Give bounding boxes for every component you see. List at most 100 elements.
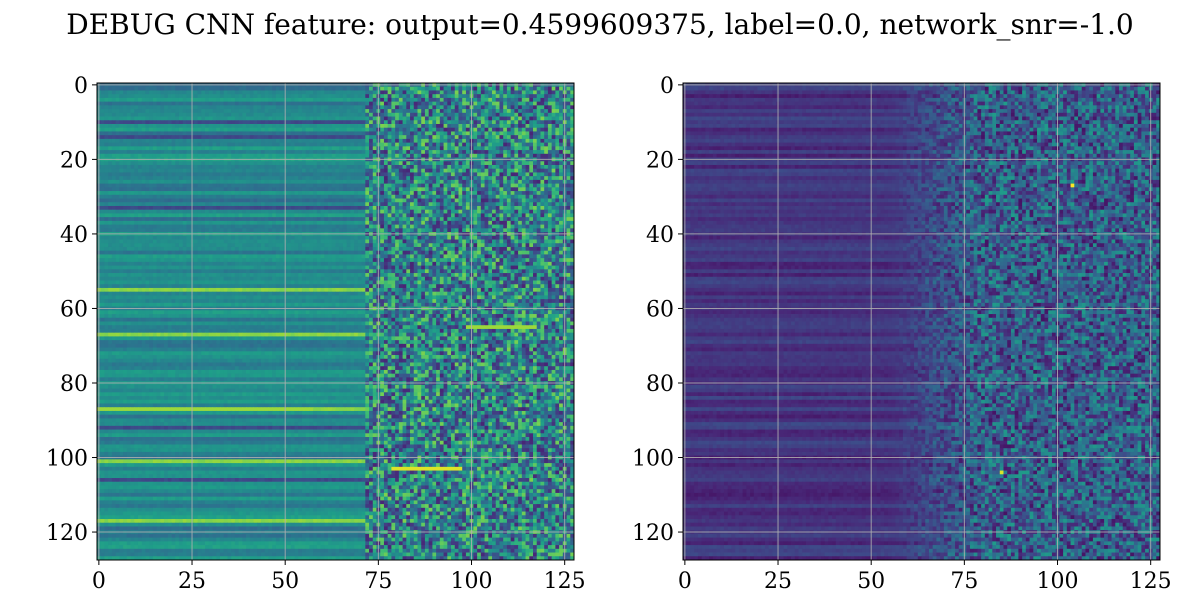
heatmap-cell (242, 120, 246, 124)
heatmap-cell (552, 87, 556, 91)
heatmap-cell (347, 128, 351, 132)
heatmap-cell (537, 154, 541, 158)
heatmap-cell (287, 109, 291, 113)
heatmap-cell (477, 131, 481, 135)
heatmap-cell (462, 172, 466, 176)
heatmap-cell (119, 135, 123, 139)
heatmap-cell (432, 135, 436, 139)
heatmap-cell (339, 94, 343, 98)
heatmap-cell (246, 105, 250, 109)
heatmap-cell (354, 187, 358, 191)
heatmap-cell (205, 120, 209, 124)
heatmap-cell (499, 128, 503, 132)
heatmap-cell (518, 131, 522, 135)
heatmap-cell (172, 135, 176, 139)
heatmap-cell (201, 187, 205, 191)
heatmap-cell (429, 172, 433, 176)
heatmap-cell (410, 102, 414, 106)
heatmap-cell (429, 180, 433, 184)
heatmap-cell (414, 154, 418, 158)
heatmap-cell (324, 124, 328, 128)
heatmap-cell (511, 124, 515, 128)
heatmap-cell (205, 105, 209, 109)
heatmap-cell (417, 191, 421, 195)
heatmap-cell (417, 187, 421, 191)
heatmap-cell (298, 146, 302, 150)
heatmap-cell (347, 195, 351, 199)
heatmap-cell (503, 176, 507, 180)
heatmap-cell (395, 143, 399, 147)
heatmap-cell (168, 117, 172, 121)
heatmap-cell (526, 98, 530, 102)
heatmap-cell (149, 117, 153, 121)
heatmap-cell (477, 199, 481, 203)
heatmap-cell (350, 105, 354, 109)
heatmap-cell (149, 187, 153, 191)
heatmap-cell (444, 94, 448, 98)
heatmap-cell (425, 94, 429, 98)
heatmap-cell (242, 187, 246, 191)
heatmap-cell (104, 94, 108, 98)
heatmap-cell (134, 161, 138, 165)
heatmap-cell (350, 154, 354, 158)
heatmap-cell (350, 191, 354, 195)
heatmap-cell (410, 135, 414, 139)
heatmap-cell (432, 165, 436, 169)
heatmap-cell (477, 120, 481, 124)
heatmap-cell (227, 98, 231, 102)
heatmap-cell (481, 143, 485, 147)
heatmap-cell (384, 172, 388, 176)
heatmap-cell (168, 150, 172, 154)
heatmap-cell (145, 94, 149, 98)
heatmap-cell (410, 105, 414, 109)
heatmap-cell (257, 199, 261, 203)
heatmap-cell (373, 105, 377, 109)
heatmap-cell (220, 187, 224, 191)
heatmap-cell (455, 143, 459, 147)
heatmap-cell (391, 143, 395, 147)
heatmap-cell (533, 105, 537, 109)
heatmap-cell (328, 90, 332, 94)
heatmap-cell (149, 165, 153, 169)
heatmap-cell (555, 180, 559, 184)
heatmap-cell (388, 105, 392, 109)
heatmap-cell (522, 87, 526, 91)
heatmap-cell (391, 87, 395, 91)
heatmap-cell (518, 161, 522, 165)
heatmap-cell (227, 165, 231, 169)
heatmap-cell (395, 128, 399, 132)
heatmap-cell (168, 161, 172, 165)
heatmap-cell (276, 124, 280, 128)
heatmap-cell (328, 128, 332, 132)
heatmap-cell (157, 120, 161, 124)
heatmap-cell (451, 124, 455, 128)
heatmap-cell (108, 169, 112, 173)
heatmap-cell (239, 176, 243, 180)
heatmap-cell (216, 161, 220, 165)
heatmap-cell (485, 165, 489, 169)
heatmap-cell (265, 187, 269, 191)
heatmap-cell (272, 117, 276, 121)
heatmap-cell (440, 131, 444, 135)
heatmap-cell (160, 131, 164, 135)
heatmap-cell (209, 94, 213, 98)
heatmap-cell (313, 102, 317, 106)
heatmap-cell (380, 94, 384, 98)
heatmap-cell (473, 102, 477, 106)
heatmap-cell (421, 87, 425, 91)
heatmap-cell (514, 117, 518, 121)
heatmap-cell (503, 98, 507, 102)
heatmap-cell (209, 195, 213, 199)
heatmap-cell (410, 98, 414, 102)
heatmap-cell (380, 184, 384, 188)
heatmap-cell (444, 131, 448, 135)
heatmap-cell (257, 202, 261, 206)
heatmap-cell (399, 105, 403, 109)
heatmap-cell (313, 94, 317, 98)
heatmap-cell (343, 105, 347, 109)
heatmap-cell (552, 98, 556, 102)
heatmap-cell (529, 180, 533, 184)
heatmap-cell (295, 169, 299, 173)
heatmap-cell (365, 187, 369, 191)
heatmap-cell (231, 180, 235, 184)
